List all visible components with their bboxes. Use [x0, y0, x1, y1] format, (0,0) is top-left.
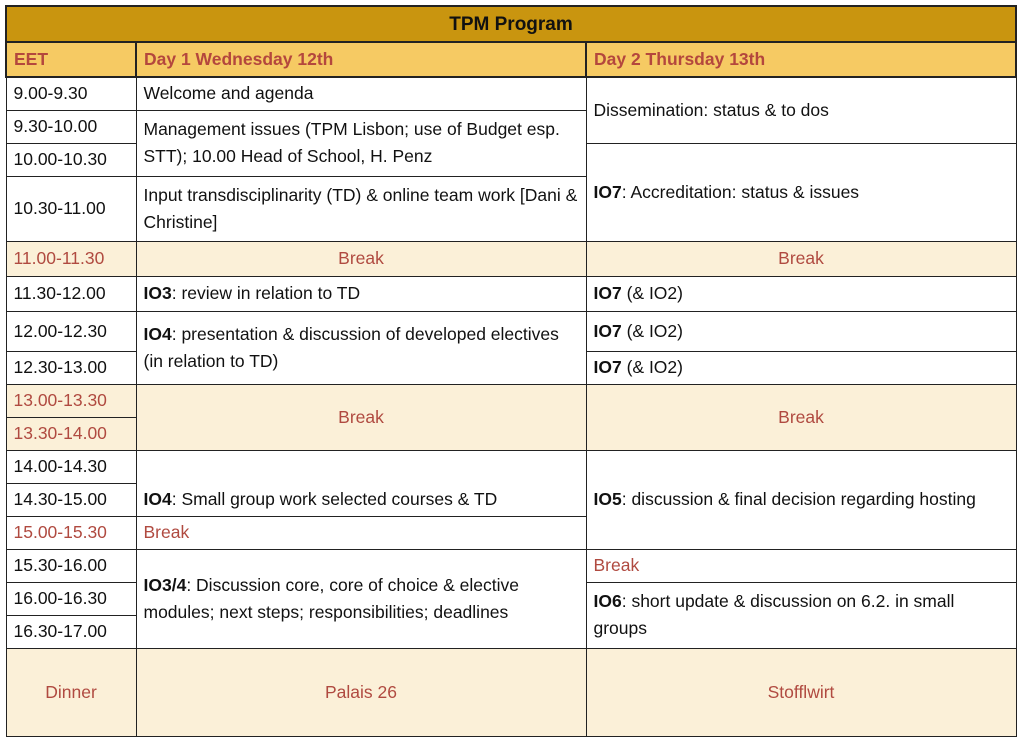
session-io6-update: IO6: short update & discussion on 6.2. i… — [585, 581, 1017, 649]
io-code: IO3/4 — [143, 574, 187, 595]
session-io7: IO7 (& IO2) — [585, 350, 1017, 385]
session-text: : Discussion core, core of choice & elec… — [143, 574, 519, 622]
session-text: : presentation & discussion of developed… — [143, 323, 559, 371]
time-slot: 10.30-11.00 — [5, 175, 137, 242]
session-text: : discussion & final decision regarding … — [621, 489, 976, 509]
session-management: Management issues (TPM Lisbon; use of Bu… — [135, 109, 587, 177]
break-cell: Break — [585, 240, 1017, 277]
io-code: IO7 — [593, 181, 622, 202]
dinner-label: Dinner — [5, 647, 137, 737]
io-code: IO7 — [593, 320, 622, 341]
session-text: (& IO2) — [621, 283, 683, 303]
session-input-td: Input transdisciplinarity (TD) & online … — [135, 175, 587, 242]
io-code: IO7 — [593, 357, 622, 377]
break-cell: Break — [585, 383, 1017, 451]
table-title: TPM Program — [4, 5, 1018, 43]
session-text: : Accreditation: status & issues — [621, 181, 860, 202]
break-cell: Break — [585, 548, 1017, 583]
time-slot: 11.30-12.00 — [5, 275, 137, 312]
time-slot-break: 13.00-13.30 — [5, 383, 137, 418]
time-slot: 12.00-12.30 — [5, 310, 137, 352]
time-slot: 16.00-16.30 — [5, 581, 137, 616]
header-time: EET — [5, 41, 137, 78]
time-slot: 16.30-17.00 — [5, 614, 137, 649]
session-io5-hosting: IO5: discussion & final decision regardi… — [585, 449, 1017, 550]
io-code: IO7 — [593, 283, 622, 303]
session-io4-presentation: IO4: presentation & discussion of develo… — [135, 310, 587, 385]
session-welcome: Welcome and agenda — [135, 76, 587, 111]
session-io4-small-group: IO4: Small group work selected courses &… — [135, 449, 587, 517]
session-io34-discussion: IO3/4: Discussion core, core of choice &… — [135, 548, 587, 649]
session-io7-accreditation: IO7: Accreditation: status & issues — [585, 142, 1017, 242]
time-slot: 12.30-13.00 — [5, 350, 137, 385]
session-text: : short update & discussion on 6.2. in s… — [593, 591, 955, 638]
session-text: (& IO2) — [621, 357, 683, 377]
dinner-day2: Stofflwirt — [585, 647, 1017, 737]
session-text: (& IO2) — [621, 320, 683, 341]
header-day1: Day 1 Wednesday 12th — [135, 41, 587, 78]
io-code: IO4 — [143, 488, 172, 509]
time-slot: 10.00-10.30 — [5, 142, 137, 177]
program-table: TPM Program EET Day 1 Wednesday 12th Day… — [4, 5, 1018, 737]
time-slot-break: 11.00-11.30 — [5, 240, 137, 277]
time-slot: 14.30-15.00 — [5, 482, 137, 517]
time-slot-break: 15.00-15.30 — [5, 515, 137, 550]
session-io7: IO7 (& IO2) — [585, 275, 1017, 312]
time-slot: 9.30-10.00 — [5, 109, 137, 144]
io-code: IO4 — [143, 323, 172, 344]
break-cell: Break — [135, 515, 587, 550]
session-text: : review in relation to TD — [171, 283, 361, 303]
program-table-wrapper: TPM Program EET Day 1 Wednesday 12th Day… — [4, 5, 1018, 737]
break-cell: Break — [135, 240, 587, 277]
dinner-day1: Palais 26 — [135, 647, 587, 737]
session-io7: IO7 (& IO2) — [585, 310, 1017, 352]
time-slot: 14.00-14.30 — [5, 449, 137, 484]
session-io3-review: IO3: review in relation to TD — [135, 275, 587, 312]
io-code: IO3 — [143, 283, 172, 303]
break-cell: Break — [135, 383, 587, 451]
header-day2: Day 2 Thursday 13th — [584, 41, 1018, 78]
time-slot: 9.00-9.30 — [5, 76, 137, 111]
io-code: IO5 — [593, 489, 622, 509]
time-slot-break: 13.30-14.00 — [5, 416, 137, 451]
io-code: IO6 — [593, 591, 622, 611]
session-dissemination: Dissemination: status & to dos — [585, 76, 1017, 144]
time-slot: 15.30-16.00 — [5, 548, 137, 583]
session-text: : Small group work selected courses & TD — [171, 488, 498, 509]
